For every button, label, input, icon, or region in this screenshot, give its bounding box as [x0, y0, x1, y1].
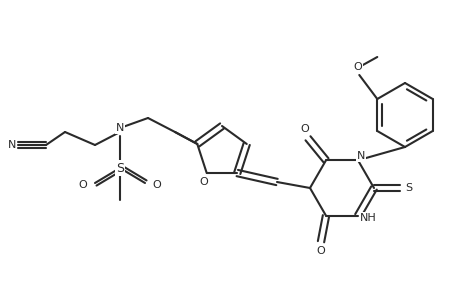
- Text: O: O: [301, 124, 309, 134]
- Text: O: O: [78, 180, 87, 190]
- Text: NH: NH: [360, 213, 376, 223]
- Text: N: N: [357, 151, 365, 161]
- Text: O: O: [353, 62, 361, 72]
- Text: S: S: [116, 162, 124, 175]
- Text: S: S: [406, 183, 413, 193]
- Text: N: N: [8, 140, 16, 150]
- Text: N: N: [116, 123, 124, 133]
- Text: O: O: [317, 246, 325, 256]
- Text: O: O: [153, 180, 161, 190]
- Text: O: O: [199, 177, 208, 187]
